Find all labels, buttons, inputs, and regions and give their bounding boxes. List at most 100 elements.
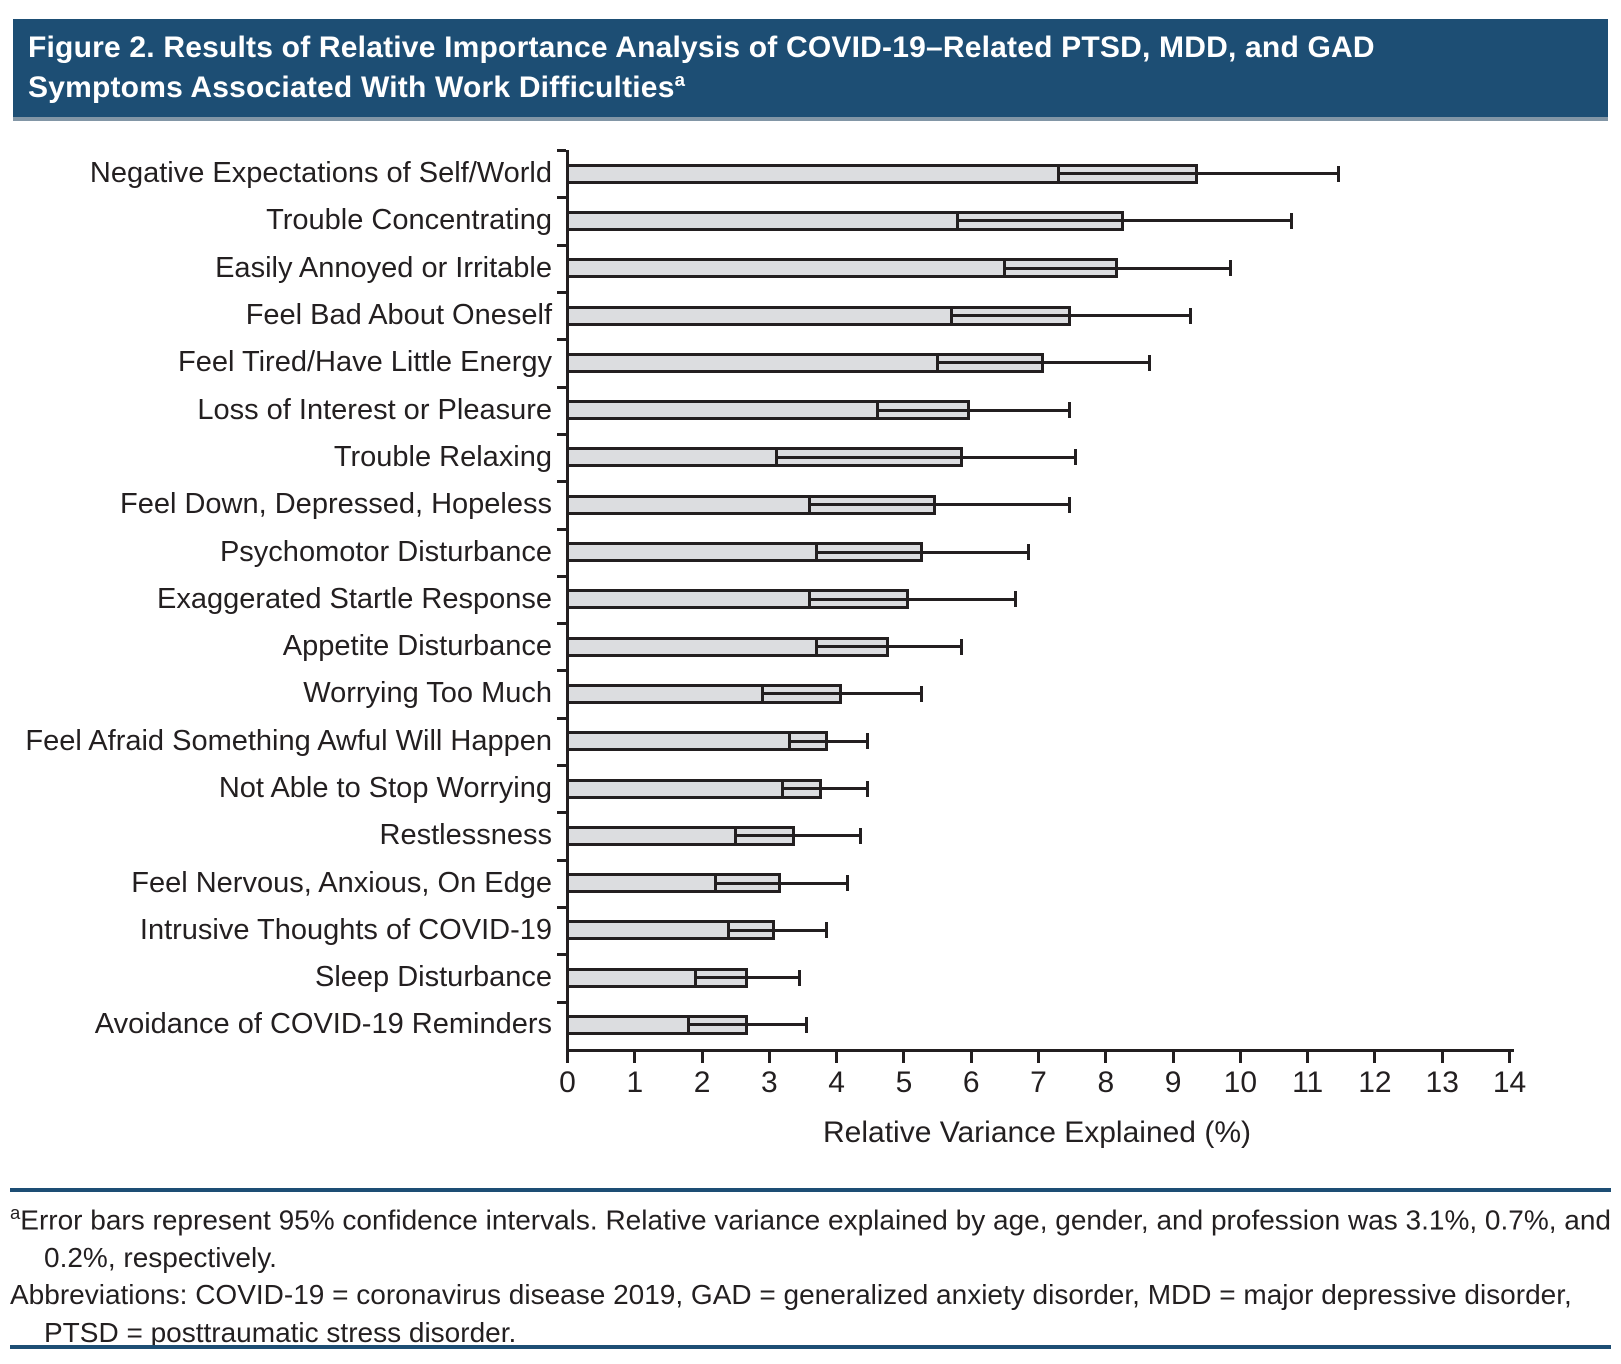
chart-row: Feel Afraid Something Awful Will Happen bbox=[0, 718, 1621, 765]
x-axis-tick-label: 8 bbox=[1097, 1066, 1115, 1099]
error-bar bbox=[788, 733, 869, 750]
category-label: Worrying Too Much bbox=[303, 677, 552, 710]
error-bar bbox=[693, 969, 802, 986]
x-axis-tick bbox=[835, 1052, 839, 1063]
error-bar-cap bbox=[1003, 260, 1007, 277]
y-axis-ticks bbox=[557, 149, 566, 1049]
category-label: Psychomotor Disturbance bbox=[219, 535, 552, 568]
chart-row: Sleep Disturbance bbox=[0, 954, 1621, 1001]
y-axis-tick bbox=[557, 480, 566, 484]
error-bar bbox=[714, 875, 849, 892]
category-label: Negative Expectations of Self/World bbox=[89, 157, 552, 190]
error-bar bbox=[808, 591, 1017, 608]
chart-row: Avoidance of COVID-19 Reminders bbox=[0, 1001, 1621, 1048]
category-label: Feel Bad About Oneself bbox=[245, 299, 552, 332]
y-axis-tick bbox=[557, 290, 566, 294]
x-axis-tick-label: 11 bbox=[1292, 1066, 1324, 1099]
x-axis-tick-label: 4 bbox=[828, 1066, 845, 1099]
error-bar bbox=[734, 827, 863, 844]
error-bar-cap bbox=[959, 638, 963, 655]
figure-title-line1: Figure 2. Results of Relative Importance… bbox=[28, 31, 1375, 64]
y-axis-tick bbox=[557, 338, 566, 342]
chart-row: Restlessness bbox=[0, 812, 1621, 859]
bar-track bbox=[566, 197, 1508, 244]
chart-row: Feel Tired/Have Little Energy bbox=[0, 339, 1621, 386]
error-bar bbox=[1057, 165, 1340, 182]
error-bar-cap bbox=[808, 591, 812, 608]
chart-row: Feel Nervous, Anxious, On Edge bbox=[0, 859, 1621, 906]
y-axis-tick bbox=[557, 527, 566, 531]
error-bar bbox=[814, 544, 1031, 561]
x-axis-tick bbox=[969, 1052, 973, 1063]
category-label: Exaggerated Startle Response bbox=[157, 582, 552, 615]
y-axis-tick bbox=[557, 385, 566, 389]
category-label: Sleep Disturbance bbox=[315, 961, 552, 994]
bar-track bbox=[566, 386, 1508, 433]
y-axis-tick bbox=[557, 811, 566, 815]
footnote-abbreviations-text: Abbreviations: COVID-19 = coronavirus di… bbox=[10, 1279, 1572, 1348]
error-bar bbox=[936, 354, 1152, 371]
bar-track bbox=[566, 481, 1508, 528]
x-axis-tick bbox=[1238, 1052, 1242, 1063]
figure-title-banner: Figure 2. Results of Relative Importance… bbox=[13, 19, 1608, 121]
error-bar-cap bbox=[949, 307, 953, 324]
chart-row: Appetite Disturbance bbox=[0, 623, 1621, 670]
category-label: Loss of Interest or Pleasure bbox=[197, 393, 552, 426]
error-bar bbox=[949, 307, 1192, 324]
error-bar-cap bbox=[693, 969, 697, 986]
error-bar bbox=[875, 402, 1071, 419]
error-bar bbox=[1003, 260, 1233, 277]
error-bar-cap bbox=[788, 733, 792, 750]
x-axis-tick bbox=[767, 1052, 771, 1063]
bar-track bbox=[566, 859, 1508, 906]
y-axis-tick bbox=[557, 858, 566, 862]
error-bar-cap bbox=[1188, 307, 1192, 324]
y-axis-tick bbox=[557, 196, 566, 200]
x-axis-tick bbox=[1171, 1052, 1175, 1063]
x-axis-tick-label: 1 bbox=[626, 1066, 644, 1099]
category-label: Trouble Relaxing bbox=[333, 440, 552, 473]
error-bar-cap bbox=[865, 733, 869, 750]
x-axis-tick-label: 7 bbox=[1030, 1066, 1047, 1099]
x-axis-tick-label: 0 bbox=[559, 1066, 576, 1099]
error-bar-cap bbox=[761, 685, 765, 702]
error-bar-cap bbox=[814, 638, 818, 655]
error-bar-cap bbox=[919, 685, 923, 702]
error-bar-cap bbox=[727, 922, 731, 939]
x-axis-tick-label: 3 bbox=[761, 1066, 778, 1099]
bar-track bbox=[566, 1001, 1508, 1048]
error-bar-cap bbox=[1229, 260, 1233, 277]
y-axis-tick bbox=[557, 669, 566, 673]
chart-row: Feel Down, Depressed, Hopeless bbox=[0, 481, 1621, 528]
error-bar-cap bbox=[1074, 449, 1078, 466]
error-bar-cap bbox=[781, 780, 785, 797]
bar-track bbox=[566, 292, 1508, 339]
x-axis-tick bbox=[1373, 1052, 1377, 1063]
error-bar-cap bbox=[956, 212, 960, 229]
x-axis-tick bbox=[633, 1052, 637, 1063]
error-bar-cap bbox=[687, 1016, 691, 1033]
error-bar bbox=[774, 449, 1078, 466]
x-axis-tick-label: 2 bbox=[693, 1066, 711, 1099]
chart-row: Feel Bad About Oneself bbox=[0, 292, 1621, 339]
figure-divider-bottom bbox=[10, 1345, 1611, 1349]
category-label: Feel Afraid Something Awful Will Happen bbox=[25, 724, 552, 757]
error-bar bbox=[808, 496, 1071, 513]
error-bar bbox=[956, 212, 1293, 229]
figure-title: Figure 2. Results of Relative Importance… bbox=[13, 19, 1608, 107]
error-bar-cap bbox=[734, 827, 738, 844]
y-axis-tick bbox=[557, 764, 566, 768]
category-label: Not Able to Stop Worrying bbox=[218, 772, 552, 804]
y-axis-tick bbox=[557, 953, 566, 957]
footnote-abbreviations: Abbreviations: COVID-19 = coronavirus di… bbox=[10, 1276, 1611, 1351]
chart-row: Intrusive Thoughts of COVID-19 bbox=[0, 907, 1621, 954]
category-label: Avoidance of COVID-19 Reminders bbox=[94, 1008, 552, 1041]
error-bar-cap bbox=[859, 827, 863, 844]
x-axis-tick bbox=[1440, 1052, 1444, 1063]
x-axis-labels: 0 1 2 3 4 5 6 7 8 9 10 11 12 13 14 bbox=[559, 1066, 1526, 1106]
x-axis-tick bbox=[1306, 1052, 1310, 1063]
error-bar-cap bbox=[774, 449, 778, 466]
chart-row: Worrying Too Much bbox=[0, 670, 1621, 717]
x-axis-ticks bbox=[566, 1052, 1511, 1063]
